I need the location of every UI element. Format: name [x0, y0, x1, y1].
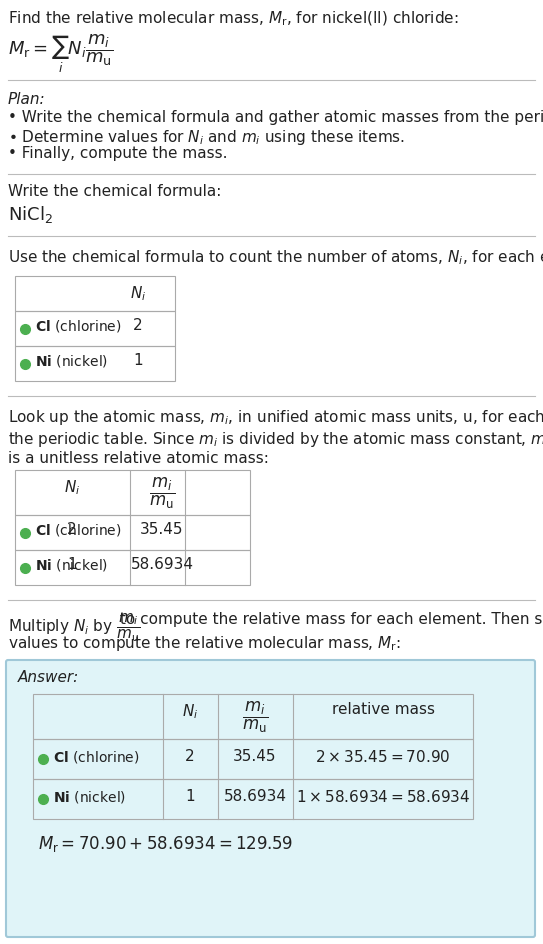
Text: • Determine values for $N_i$ and $m_i$ using these items.: • Determine values for $N_i$ and $m_i$ u… [8, 128, 405, 147]
Bar [15, 311, 175, 346]
Text: $\bf{Cl}$ (chlorine): $\bf{Cl}$ (chlorine) [53, 749, 140, 765]
Text: $N_i$: $N_i$ [182, 702, 198, 720]
Text: 1: 1 [133, 353, 143, 368]
Text: $M_\mathrm{r} = \sum_i N_i \dfrac{m_i}{m_\mathrm{u}}$: $M_\mathrm{r} = \sum_i N_i \dfrac{m_i}{m… [8, 32, 113, 75]
Text: 2: 2 [185, 749, 195, 764]
Text: $1 \times 58.6934 = 58.6934$: $1 \times 58.6934 = 58.6934$ [296, 789, 470, 805]
Text: 35.45: 35.45 [233, 749, 277, 764]
Text: $M_\mathrm{r} = 70.90 + 58.6934 = 129.59$: $M_\mathrm{r} = 70.90 + 58.6934 = 129.59… [38, 834, 293, 854]
Text: Plan:: Plan: [8, 92, 46, 107]
Text: Write the chemical formula:: Write the chemical formula: [8, 184, 222, 199]
Text: Answer:: Answer: [18, 670, 79, 685]
Text: values to compute the relative molecular mass, $M_\mathrm{r}$:: values to compute the relative molecular… [8, 634, 401, 653]
Text: $N_i$: $N_i$ [64, 478, 80, 497]
FancyBboxPatch shape [6, 660, 535, 937]
Text: $\bf{Ni}$ (nickel): $\bf{Ni}$ (nickel) [53, 789, 126, 805]
Bar [15, 470, 250, 515]
Text: Multiply $N_i$ by $\dfrac{m_i}{m_\mathrm{u}}$: Multiply $N_i$ by $\dfrac{m_i}{m_\mathrm… [8, 612, 140, 644]
Text: 58.6934: 58.6934 [224, 789, 287, 804]
Text: 2: 2 [67, 522, 77, 537]
Bar [15, 515, 250, 550]
Text: $\bf{Ni}$ (nickel): $\bf{Ni}$ (nickel) [35, 353, 108, 369]
Text: $\dfrac{m_i}{m_\mathrm{u}}$: $\dfrac{m_i}{m_\mathrm{u}}$ [242, 700, 268, 735]
Text: $2 \times 35.45 = 70.90$: $2 \times 35.45 = 70.90$ [315, 749, 451, 765]
Bar [33, 694, 473, 739]
Text: • Finally, compute the mass.: • Finally, compute the mass. [8, 146, 228, 161]
Text: 35.45: 35.45 [140, 522, 184, 537]
Text: 1: 1 [67, 557, 77, 572]
Bar [33, 739, 473, 779]
Text: Use the chemical formula to count the number of atoms, $N_i$, for each element:: Use the chemical formula to count the nu… [8, 248, 543, 267]
Text: $\dfrac{m_i}{m_\mathrm{u}}$: $\dfrac{m_i}{m_\mathrm{u}}$ [149, 476, 175, 512]
Text: Look up the atomic mass, $m_i$, in unified atomic mass units, u, for each elemen: Look up the atomic mass, $m_i$, in unifi… [8, 408, 543, 466]
Bar [33, 779, 473, 819]
Bar [15, 346, 175, 381]
Text: $\bf{Cl}$ (chlorine): $\bf{Cl}$ (chlorine) [35, 318, 122, 334]
Text: $N_i$: $N_i$ [130, 284, 146, 303]
Text: NiCl$_2$: NiCl$_2$ [8, 204, 53, 225]
Text: 58.6934: 58.6934 [130, 557, 193, 572]
Text: relative mass: relative mass [331, 702, 434, 717]
Text: • Write the chemical formula and gather atomic masses from the periodic table.: • Write the chemical formula and gather … [8, 110, 543, 125]
Text: $\bf{Cl}$ (chlorine): $\bf{Cl}$ (chlorine) [35, 522, 122, 538]
Text: Find the relative molecular mass, $M_\mathrm{r}$, for nickel(II) chloride:: Find the relative molecular mass, $M_\ma… [8, 10, 459, 28]
Bar [15, 276, 175, 311]
Text: to compute the relative mass for each element. Then sum those: to compute the relative mass for each el… [115, 612, 543, 627]
Text: $\bf{Ni}$ (nickel): $\bf{Ni}$ (nickel) [35, 557, 108, 573]
Text: 2: 2 [133, 318, 143, 333]
Bar [15, 550, 250, 585]
Text: 1: 1 [185, 789, 195, 804]
